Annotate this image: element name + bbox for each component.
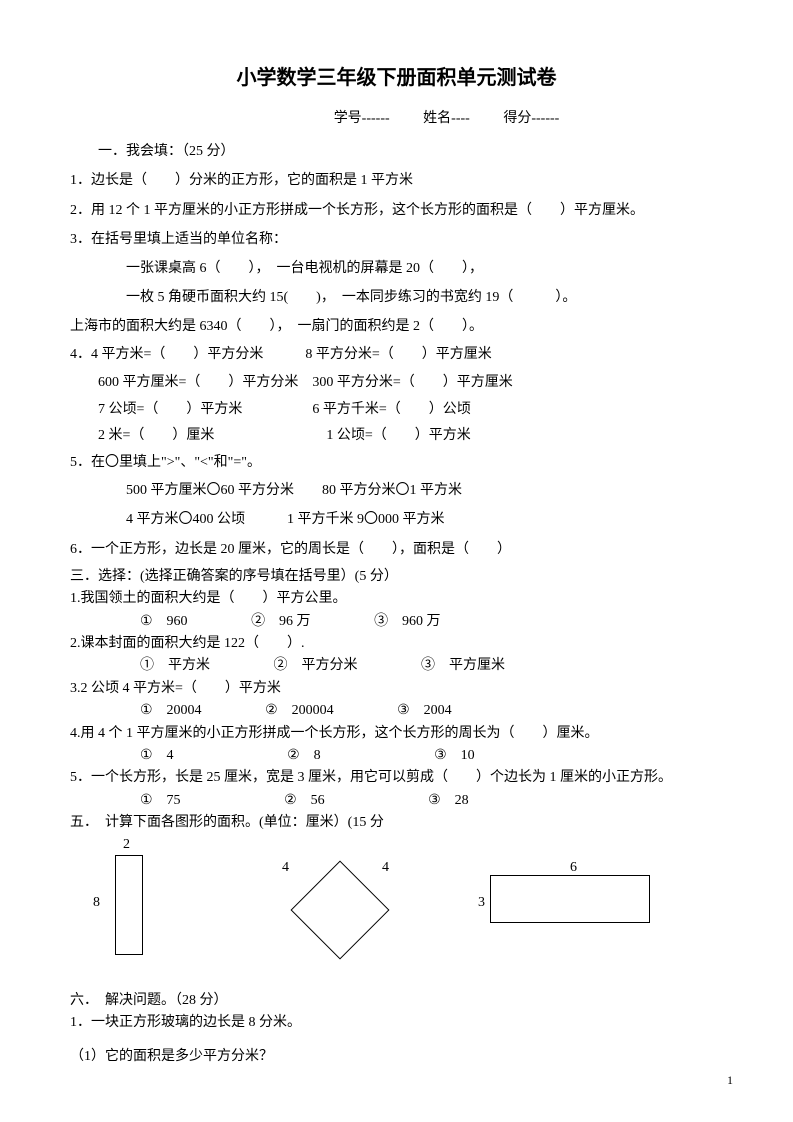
q1-4-line4: 2 米=（ ）厘米 1 公顷=（ ）平方米 <box>98 425 723 447</box>
q2-4: 4.用 4 个 1 平方厘米的小正方形拼成一个长方形，这个长方形的周长为（ ）厘… <box>70 723 723 745</box>
page-number: 1 <box>727 1070 733 1092</box>
q2-3-opt-a: ① 20004 <box>140 700 202 722</box>
q2-3: 3.2 公顷 4 平方米=（ ）平方米 <box>70 678 723 700</box>
q2-2: 2.课本封面的面积大约是 122（ ）. <box>70 633 723 655</box>
q1-3-line3: 上海市的面积大约是 6340（ ）， 一扇门的面积约是 2（ ）。 <box>70 314 723 339</box>
section5-heading: 五． 计算下面各图形的面积。(单位：厘米）(15 分 <box>70 812 723 834</box>
q1-3-line1: 一张课桌高 6（ ）， 一台电视机的屏幕是 20（ ）， <box>126 256 723 281</box>
section1-heading: 一．我会填：（25 分） <box>70 139 723 164</box>
q2-4-opt-a: ① 4 <box>140 745 174 767</box>
fig2-label-right: 4 <box>382 855 389 880</box>
fig2-label-left: 4 <box>282 855 289 880</box>
fig1-label-left: 8 <box>93 890 100 915</box>
fig3-label-left: 3 <box>478 890 485 915</box>
q2-5-options: ① 75 ② 56 ③ 28 <box>140 790 723 812</box>
figure-3: 6 3 <box>490 860 650 923</box>
fig1-rect <box>115 855 143 955</box>
q1-1: 1．边长是（ ）分米的正方形，它的面积是 1 平方米 <box>70 168 723 193</box>
q1-3-line2: 一枚 5 角硬币面积大约 15( )， 一本同步练习的书宽约 19（ ）。 <box>126 285 723 310</box>
q2-3-opt-c: ③ 2004 <box>397 700 452 722</box>
q2-2-options: ① 平方米 ② 平方分米 ③ 平方厘米 <box>140 655 723 677</box>
q1-4-line1: 4．4 平方米=（ ）平方分米 8 平方分米=（ ）平方厘米 <box>70 344 723 366</box>
section2-heading: 三．选择：(选择正确答案的序号填在括号里）(5 分） <box>70 566 723 588</box>
q2-3-options: ① 20004 ② 200004 ③ 2004 <box>140 700 723 722</box>
q1-2: 2．用 12 个 1 平方厘米的小正方形拼成一个长方形，这个长方形的面积是（ ）… <box>70 198 723 223</box>
score-field: 得分------ <box>503 111 559 126</box>
q2-1-opt-a: ① 960 <box>140 611 188 633</box>
q2-5-opt-b: ② 56 <box>284 790 325 812</box>
name-field: 姓名---- <box>423 111 470 126</box>
figures-area: 2 8 4 4 6 3 <box>70 850 723 980</box>
section6-heading: 六． 解决问题。（28 分） <box>70 990 723 1012</box>
q1-6: 6．一个正方形，边长是 20 厘米，它的周长是（ ），面积是（ ） <box>70 537 723 562</box>
q2-5-opt-a: ① 75 <box>140 790 181 812</box>
q2-4-opt-b: ② 8 <box>287 745 321 767</box>
q2-1-opt-c: ③ 960 万 <box>374 611 441 633</box>
document-title: 小学数学三年级下册面积单元测试卷 <box>70 60 723 96</box>
fig1-label-top: 2 <box>123 832 130 857</box>
q2-2-opt-b: ② 平方分米 <box>274 655 358 677</box>
q1-5: 5．在〇里填上">"、"<"和"="。 <box>70 452 723 474</box>
figure-2: 4 4 <box>290 860 375 945</box>
q1-4-line3: 7 公顷=（ ）平方米 6 平方千米=（ ）公顷 <box>98 399 723 421</box>
q2-1-options: ① 960 ② 96 万 ③ 960 万 <box>140 611 723 633</box>
q2-4-opt-c: ③ 10 <box>434 745 475 767</box>
q2-4-options: ① 4 ② 8 ③ 10 <box>140 745 723 767</box>
q2-1-opt-b: ② 96 万 <box>251 611 311 633</box>
q2-2-opt-c: ③ 平方厘米 <box>421 655 505 677</box>
q2-2-opt-a: ① 平方米 <box>140 655 210 677</box>
q1-5-line2: 4 平方米〇400 公顷 1 平方千米 9〇000 平方米 <box>126 507 723 532</box>
student-id-field: 学号------ <box>334 111 390 126</box>
fig2-diamond <box>291 860 390 959</box>
q2-1: 1.我国领土的面积大约是（ ）平方公里。 <box>70 588 723 610</box>
q2-5: 5．一个长方形，长是 25 厘米，宽是 3 厘米，用它可以剪成（ ）个边长为 1… <box>70 767 723 789</box>
header-info: 学号------ 姓名---- 得分------ <box>70 106 723 131</box>
fig3-rect <box>490 875 650 923</box>
q2-5-opt-c: ③ 28 <box>428 790 469 812</box>
figure-1: 2 8 <box>105 850 143 955</box>
q6-1: 1．一块正方形玻璃的边长是 8 分米。 <box>70 1012 723 1034</box>
q6-1-sub1: （1）它的面积是多少平方分米？ <box>70 1044 723 1069</box>
q1-4-line2: 600 平方厘米=（ ）平方分米 300 平方分米=（ ）平方厘米 <box>98 370 723 395</box>
q2-3-opt-b: ② 200004 <box>265 700 334 722</box>
q1-5-line1: 500 平方厘米〇60 平方分米 80 平方分米〇1 平方米 <box>126 478 723 503</box>
fig3-label-top: 6 <box>570 855 577 880</box>
q1-3: 3．在括号里填上适当的单位名称： <box>70 227 723 252</box>
